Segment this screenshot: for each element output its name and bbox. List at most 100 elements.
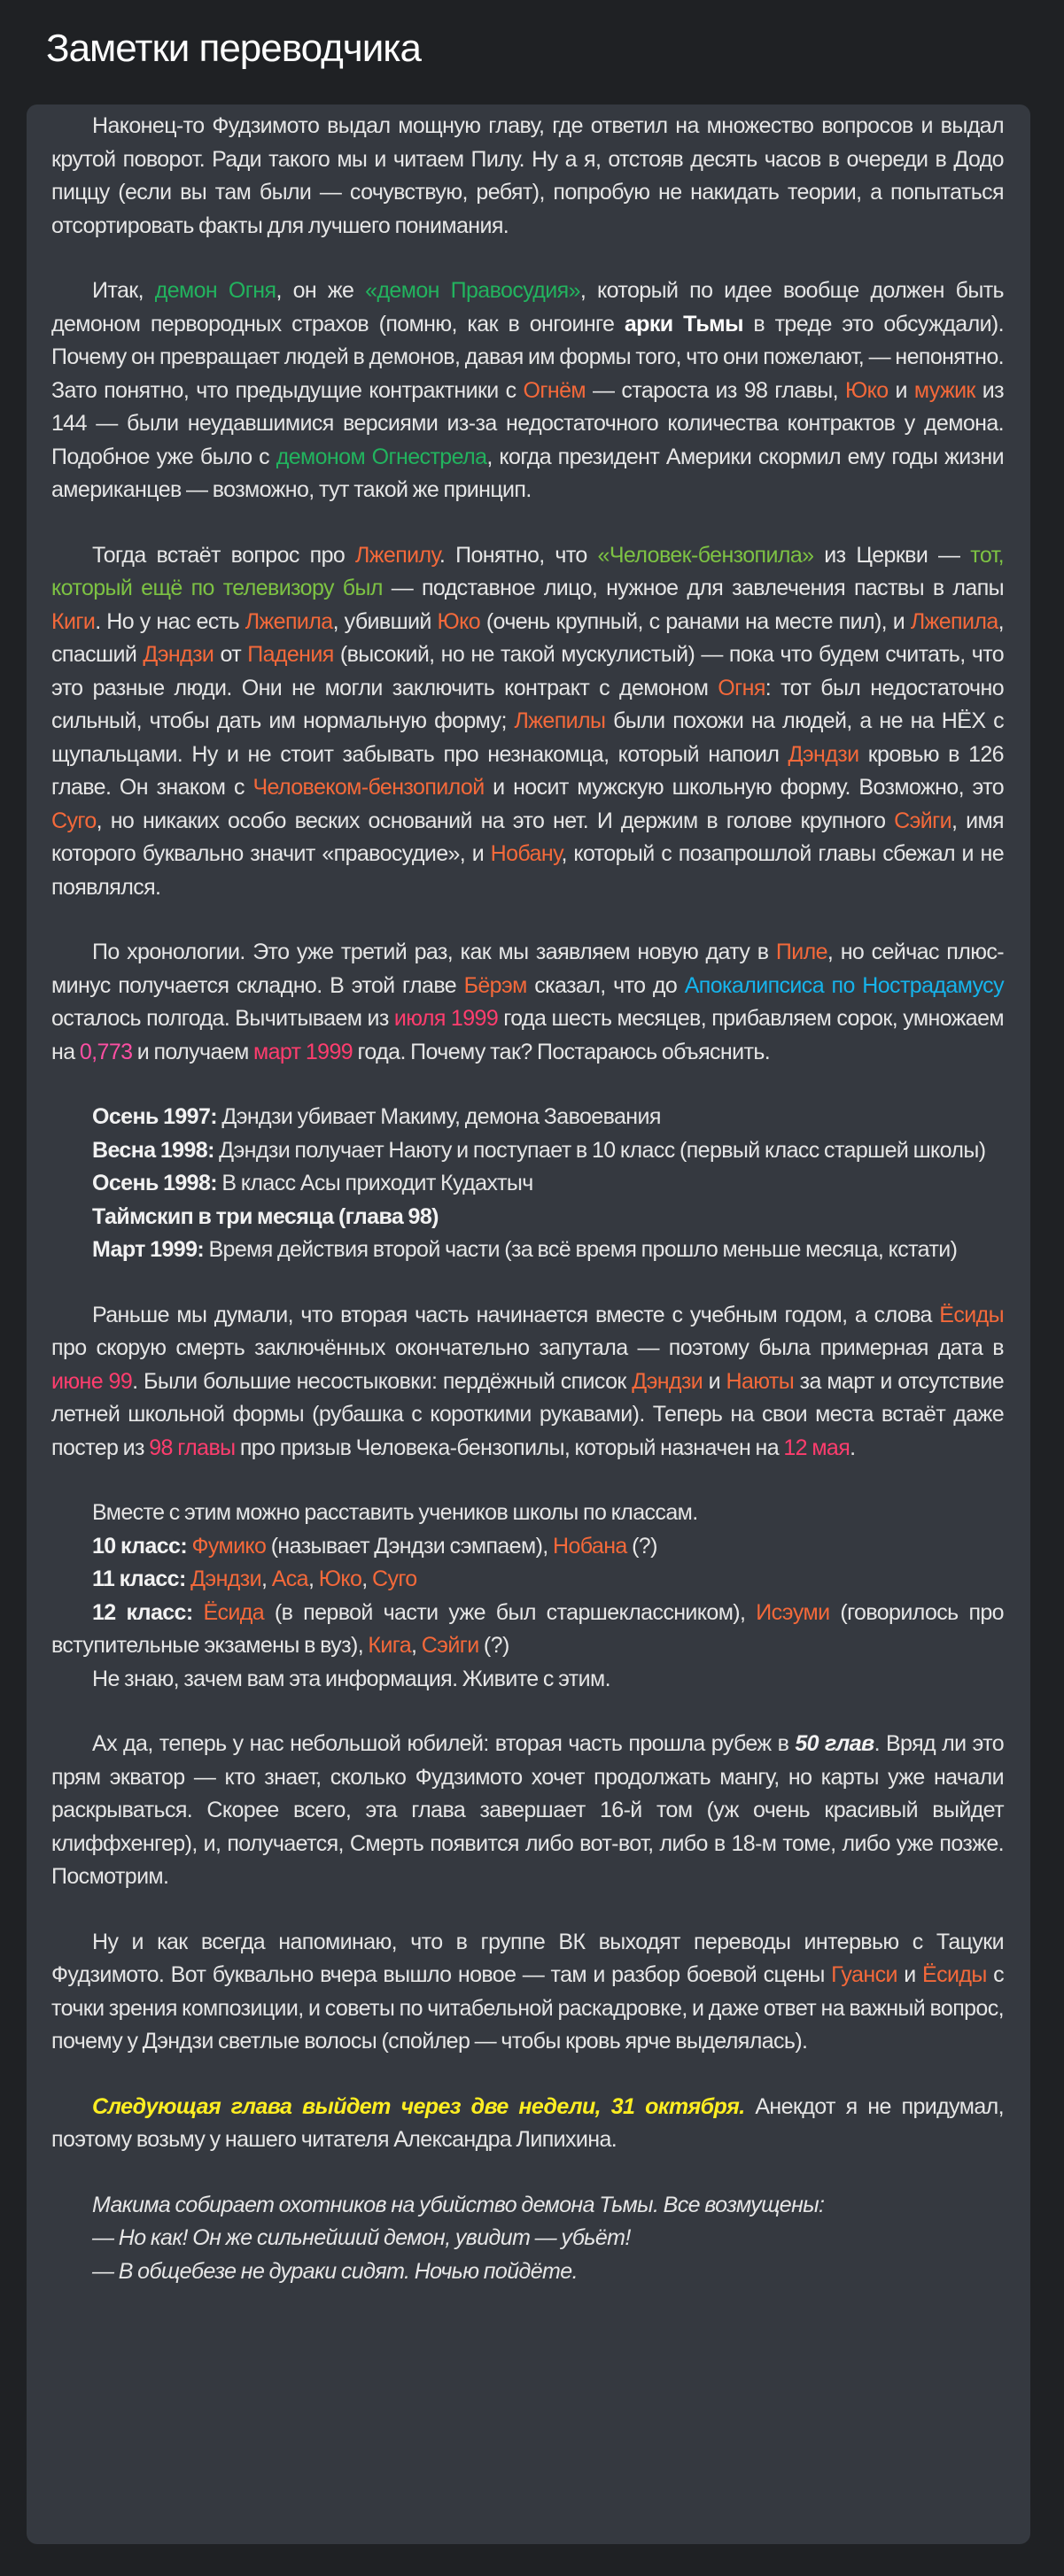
paragraph: — В общебезе не дураки сидят. Ночью пойд… — [51, 2255, 1004, 2289]
text: , спасший — [51, 608, 1005, 668]
text: про скорую смерть заключённых окончатель… — [51, 1335, 1005, 1360]
text: , когда президент Америки скормил ему го… — [51, 444, 1005, 503]
text: Ну и как всегда напоминаю, что в группе … — [51, 1929, 1005, 1988]
paragraph: Осень 1998: В класс Асы приходит Кудахты… — [51, 1167, 1004, 1201]
text: Тогда встаёт вопрос про — [92, 542, 355, 568]
highlighted-term: Гуанси — [831, 1962, 897, 1987]
joke-line: Макима собирает охотников на убийство де… — [92, 2192, 825, 2217]
text: осталось полгода. Вычитываем из — [51, 1006, 394, 1031]
highlighted-term: Огня — [718, 675, 765, 700]
paragraph: Тогда встаёт вопрос про Лжепилу. Понятно… — [51, 539, 1005, 905]
highlighted-term: «Человек-бензопила» — [597, 542, 815, 568]
paragraph: Не знаю, зачем вам эта информация. Живит… — [51, 1663, 1004, 1697]
highlighted-term: Юко — [437, 608, 481, 634]
highlighted-term: Лжепилу — [355, 542, 440, 568]
text: (в первой части уже был старшеклассником… — [264, 1599, 757, 1625]
text: в треде это обсуждали). Почему он превра… — [51, 311, 1005, 403]
highlighted-term: июля 1999 — [393, 1006, 499, 1031]
text: (говорилось про вступительные экзамены в… — [51, 1599, 1005, 1659]
text: , убивший — [332, 608, 438, 634]
highlighted-term: Апокалипсиса по Нострадамусу — [684, 972, 1005, 998]
text: , — [361, 1566, 372, 1591]
highlighted-term: Нобана — [553, 1533, 627, 1559]
highlighted-term: Сэйги — [894, 808, 952, 833]
highlighted-term: Аса — [271, 1566, 309, 1591]
highlighted-term: Юко — [844, 377, 889, 403]
highlighted-term: июне 99 — [51, 1368, 133, 1394]
paragraph: Макима собирает охотников на убийство де… — [51, 2189, 1004, 2223]
text: (?) — [626, 1533, 657, 1559]
text: (называет Дэндзи сэмпаем), — [266, 1533, 553, 1559]
text: (?) — [478, 1633, 509, 1658]
joke-line: — Но как! Он же сильнейший демон, увидит… — [92, 2225, 631, 2250]
text: . Понятно, что — [439, 542, 598, 568]
highlighted-term: Ёсиды — [921, 1962, 987, 1987]
text: . Были большие несостыковки: пердёжный с… — [132, 1368, 633, 1394]
paragraph: Таймскип в три месяца (глава 98) — [51, 1201, 1004, 1234]
highlighted-term: Дэндзи — [788, 741, 860, 767]
text: По хронологии. Это уже третий раз, как м… — [92, 940, 776, 964]
highlighted-term: 98 главы — [149, 1435, 236, 1460]
text: кровью в 126 главе. Он знаком с — [51, 741, 1005, 801]
highlight-white: арки Тьмы — [624, 311, 744, 337]
bold-label: 11 класс: — [92, 1566, 186, 1591]
paragraph: 10 класс: Фумико (называет Дэндзи сэмпае… — [51, 1530, 1004, 1564]
text: . Но у нас есть — [95, 608, 245, 634]
text: из Церкви — — [813, 542, 971, 568]
highlighted-term: Юко — [318, 1566, 362, 1591]
highlighted-term: Человеком-бензопилой — [252, 775, 485, 800]
text: и получаем — [132, 1039, 254, 1064]
text: и носит мужскую школьную форму. Возможно… — [484, 775, 1005, 800]
bold-label: 10 класс: — [92, 1533, 188, 1559]
paragraph: Раньше мы думали, что вторая часть начин… — [51, 1299, 1005, 1466]
paragraph: Ах да, теперь у нас небольшой юбилей: вт… — [51, 1728, 1005, 1894]
highlighted-term: Сэйги — [421, 1633, 479, 1658]
highlighted-term: Огнём — [523, 377, 586, 403]
highlighted-term: Лжепила — [910, 608, 998, 634]
paragraph: Наконец-то Фудзимото выдал мощную главу,… — [51, 110, 1005, 243]
highlighted-term: Лжепила — [245, 608, 333, 634]
paragraph: Вместе с этим можно расставить учеников … — [51, 1497, 1004, 1530]
text: . — [850, 1435, 856, 1460]
text — [193, 1600, 204, 1625]
translator-notes-card: Наконец-то Фудзимото выдал мощную главу,… — [27, 104, 1030, 2544]
highlighted-term: Лжепилы — [514, 708, 606, 733]
bold-label: Весна 1998: — [92, 1137, 214, 1163]
paragraph: Итак, демон Огня, он же «демон Правосуди… — [51, 275, 1005, 507]
text: , имя которого буквально значит «правосу… — [51, 808, 1005, 867]
highlighted-term: «демон Правосудия» — [365, 278, 580, 303]
text: Дэндзи получает Наюту и поступает в 10 к… — [214, 1137, 986, 1163]
text: Время действия второй части (за всё врем… — [204, 1237, 958, 1262]
text: Итак, — [92, 278, 155, 303]
bold-label: Март 1999: — [92, 1237, 205, 1262]
next-chapter-announcement: Следующая глава выйдет через две недели,… — [92, 2093, 745, 2119]
highlighted-term: 0,773 — [79, 1039, 133, 1064]
highlighted-term: Пиле — [775, 940, 828, 964]
highlighted-term: Ёсида — [203, 1599, 265, 1625]
bold-label: Таймскип в три месяца (глава 98) — [92, 1203, 439, 1229]
text: , который с позапрошлой главы сбежал и н… — [51, 841, 1005, 900]
paragraph: 11 класс: Дэндзи, Аса, Юко, Суго — [51, 1563, 1004, 1597]
text: (очень крупный, с ранами на месте пил), … — [480, 608, 911, 634]
text: — подставное лицо, нужное для завлечения… — [382, 576, 1005, 600]
highlighted-term: Наюты — [726, 1368, 795, 1394]
bold-emphasis: 50 глав — [795, 1731, 874, 1756]
text: Анекдот я не придумал, поэтому возьму у … — [51, 2093, 1005, 2153]
text: были похожи на людей, а не на НЁХ с щупа… — [51, 708, 1005, 767]
paragraph: Ну и как всегда напоминаю, что в группе … — [51, 1926, 1005, 2059]
text: года шесть месяцев, прибавляем сорок, ум… — [51, 1006, 1005, 1064]
text: Не знаю, зачем вам эта информация. Живит… — [92, 1666, 611, 1691]
highlighted-term: Суго — [51, 808, 97, 833]
text: — староста из 98 главы, — [586, 377, 845, 403]
text: . Вряд ли это прям экватор — кто знает, … — [51, 1731, 1005, 1889]
text: года. Почему так? Постараюсь объяснить. — [353, 1039, 771, 1064]
text: , но никаких особо веских оснований на э… — [96, 808, 895, 833]
bold-label: 12 класс: — [92, 1599, 193, 1625]
joke-line: — В общебезе не дураки сидят. Ночью пойд… — [92, 2258, 579, 2284]
text: сказал, что до — [526, 972, 685, 998]
text: , — [261, 1566, 272, 1591]
text: , он же — [276, 278, 366, 303]
text: и — [703, 1368, 726, 1394]
paragraph: Следующая глава выйдет через две недели,… — [51, 2091, 1005, 2157]
text: и — [888, 377, 914, 403]
